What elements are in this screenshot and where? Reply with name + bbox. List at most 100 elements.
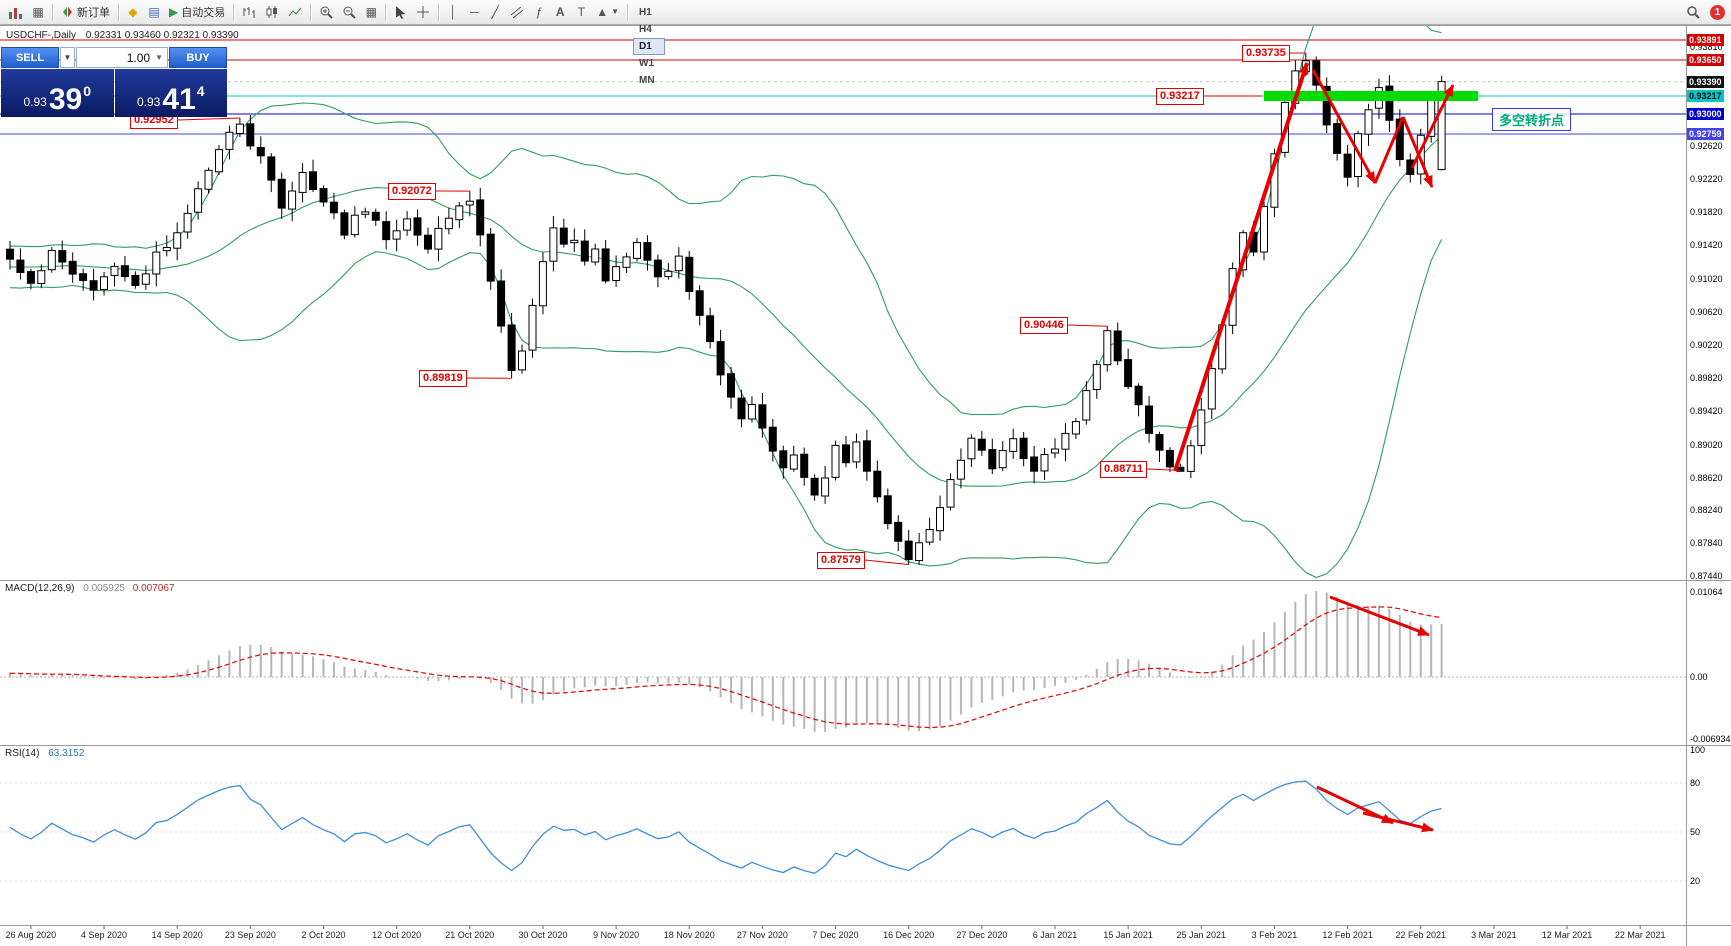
candle <box>225 131 234 150</box>
candle <box>131 274 140 286</box>
candle <box>486 233 495 282</box>
order-type-dropdown[interactable]: ▼ <box>60 47 75 68</box>
candle <box>382 221 391 241</box>
pane-separator-rsi[interactable] <box>0 745 1731 746</box>
volume-input[interactable]: 1.00 ▼ <box>76 47 168 68</box>
date-label: 15 Jan 2021 <box>1103 930 1153 940</box>
buy-button[interactable]: BUY <box>169 47 227 68</box>
candle <box>633 242 641 259</box>
price-callout[interactable]: 0.93735 <box>1242 45 1290 62</box>
new-chart-button[interactable] <box>4 2 27 22</box>
candle <box>862 440 871 472</box>
date-label: 14 Sep 2020 <box>151 930 203 940</box>
candle <box>68 260 77 275</box>
date-label: 22 Mar 2021 <box>1614 930 1666 940</box>
profiles-icon: ▦ <box>32 5 44 19</box>
notification-badge[interactable]: 1 <box>1710 4 1725 20</box>
line-chart-button[interactable] <box>284 2 306 22</box>
buy-price-sup: 4 <box>196 83 205 99</box>
profiles-button[interactable]: ▦ <box>28 2 48 22</box>
candle <box>413 217 422 236</box>
candle <box>371 211 380 221</box>
text-tool-button[interactable]: A <box>550 2 570 22</box>
vertical-line-tool-button[interactable]: │ <box>443 2 463 22</box>
trendline-tool-button[interactable]: ╱ <box>485 2 505 22</box>
candle <box>998 450 1007 469</box>
candle <box>1103 330 1112 366</box>
price-axis-label: 0.88620 <box>1690 472 1723 483</box>
timeframe-button-m30[interactable]: M30 <box>633 0 664 4</box>
candle <box>465 200 474 206</box>
price-callout[interactable]: 0.89819 <box>419 370 467 387</box>
candle <box>727 373 735 398</box>
candlestick-chart-button[interactable] <box>261 2 283 22</box>
label-tool-button[interactable]: T <box>571 2 591 22</box>
candle <box>47 249 56 271</box>
toolbar-bottom-border <box>0 25 1731 26</box>
candle <box>434 227 443 250</box>
turning-point-note[interactable]: 多空转折点 <box>1492 108 1572 131</box>
timeframe-button-h1[interactable]: H1 <box>639 6 652 18</box>
candle <box>424 234 432 250</box>
chevron-down-icon: ▼ <box>611 7 620 16</box>
cursor-button[interactable] <box>390 2 411 22</box>
timeframe-button-h4[interactable]: H4 <box>639 23 652 35</box>
fibonacci-tool-button[interactable]: ƒ <box>529 2 549 22</box>
tile-windows-button[interactable]: ▦ <box>361 2 381 22</box>
candle <box>1165 449 1174 468</box>
candle <box>256 147 265 157</box>
timeframe-button-d1[interactable]: D1 <box>633 37 665 55</box>
metaeditor-button[interactable]: ◆ <box>123 2 143 22</box>
horizontal-line-tool-button[interactable]: ─ <box>464 2 484 22</box>
new-order-button[interactable]: 新订单 <box>57 2 114 22</box>
price-callout[interactable]: 0.92072 <box>388 183 436 200</box>
price-axis-tag: 0.93217 <box>1687 90 1724 102</box>
candle <box>747 404 756 420</box>
price-callout[interactable]: 0.88711 <box>1100 461 1148 478</box>
candle <box>1134 385 1143 406</box>
price-axis-label: 0.91020 <box>1690 273 1723 284</box>
candle <box>664 270 673 278</box>
macd-indicator-label: MACD(12,26,9) 0.005925 0.007067 <box>5 583 174 594</box>
date-label: 30 Oct 2020 <box>518 930 568 940</box>
sell-button[interactable]: SELL <box>1 47 59 68</box>
candle <box>1124 359 1133 388</box>
price-callout[interactable]: 0.93217 <box>1156 88 1204 105</box>
vertical-line-icon: │ <box>449 5 457 19</box>
candle <box>538 261 547 307</box>
toolbar-separator <box>438 3 440 21</box>
channel-tool-button[interactable] <box>506 2 528 22</box>
buy-price[interactable]: 0.93 41 4 <box>114 69 227 117</box>
price-axis-label: 0.89420 <box>1690 406 1723 417</box>
crosshair-button[interactable] <box>412 2 434 22</box>
candle <box>1040 454 1049 472</box>
terminal-button[interactable]: ▤ <box>144 2 164 22</box>
autotrading-button[interactable]: ▶ 自动交易 <box>165 2 229 22</box>
rsi-axis-label: 50 <box>1690 827 1701 837</box>
sell-price[interactable]: 0.93 39 0 <box>1 69 114 117</box>
price-callout[interactable]: 0.87579 <box>817 552 865 569</box>
autotrading-label: 自动交易 <box>181 7 226 19</box>
zoom-in-button[interactable] <box>315 2 337 22</box>
zoom-out-icon <box>343 6 356 19</box>
candle <box>622 256 631 268</box>
candle <box>37 270 46 285</box>
candle <box>350 214 359 236</box>
timeframe-button-mn[interactable]: MN <box>639 74 655 86</box>
candle <box>152 251 161 275</box>
candle <box>706 315 715 343</box>
candle <box>58 250 67 263</box>
chart-canvas[interactable] <box>0 0 1686 946</box>
search-button[interactable] <box>1682 2 1704 22</box>
zoom-out-button[interactable] <box>338 2 360 22</box>
shapes-tool-button[interactable]: ▲ ▼ <box>592 2 623 22</box>
new-order-icon <box>63 6 72 17</box>
price-callout[interactable]: 0.90446 <box>1020 317 1068 334</box>
pane-separator-macd[interactable] <box>0 580 1731 581</box>
candle <box>1030 456 1039 472</box>
crosshair-icon <box>417 6 430 18</box>
toolbar-separator <box>233 3 235 21</box>
timeframe-button-w1[interactable]: W1 <box>639 57 655 69</box>
bar-chart-button[interactable] <box>238 2 260 22</box>
macd-name: MACD(12,26,9) <box>5 583 75 594</box>
